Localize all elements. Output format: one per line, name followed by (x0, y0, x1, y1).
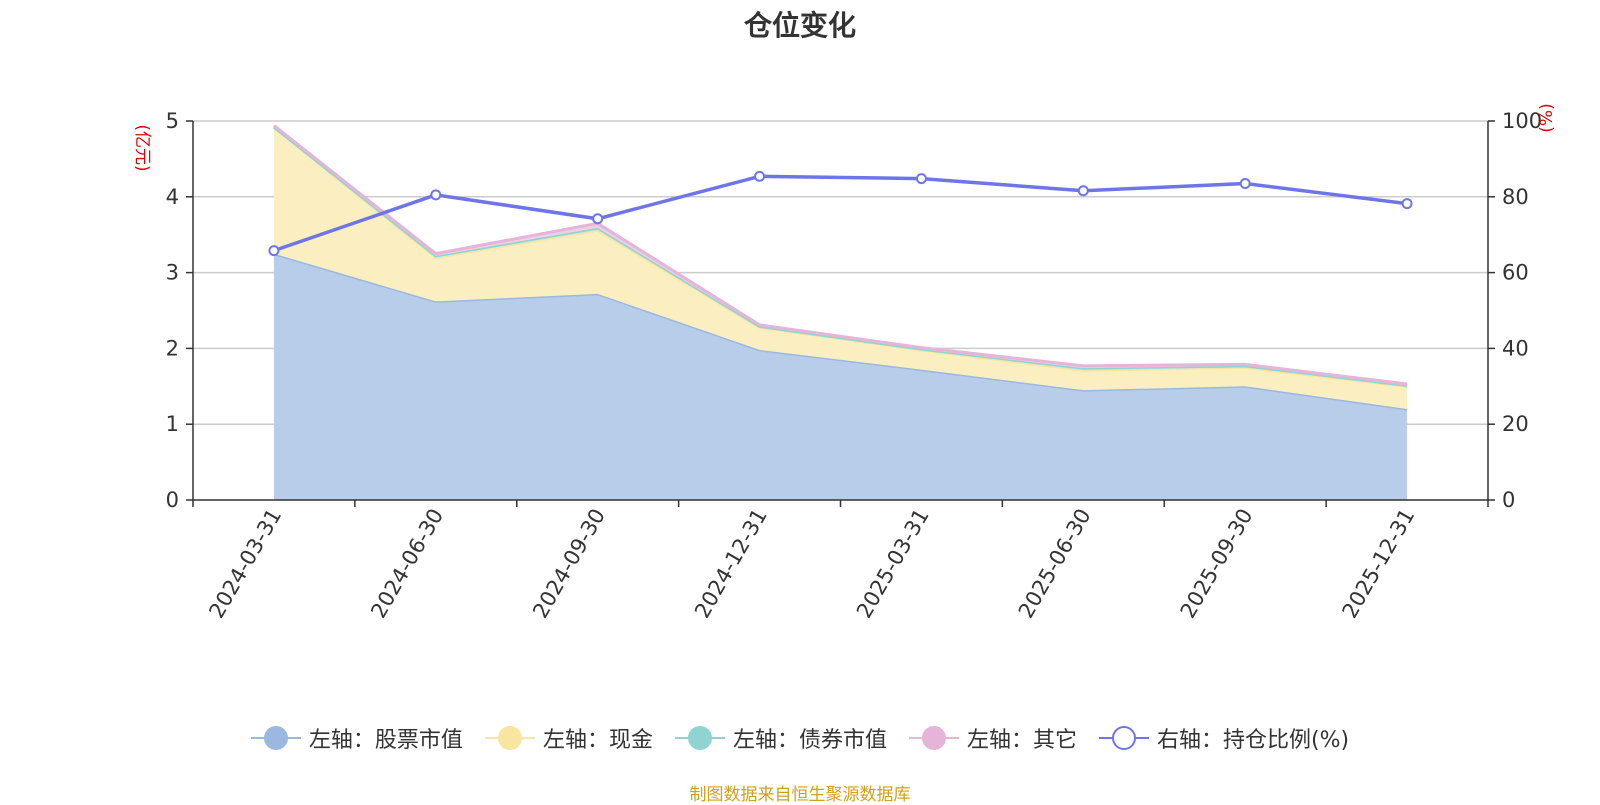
legend-swatch-icon (674, 726, 725, 750)
holding-ratio-point[interactable] (1401, 198, 1413, 210)
holding-ratio-point[interactable] (268, 245, 280, 257)
x-tick-label: 2024-09-30 (528, 505, 610, 623)
legend-item-2[interactable]: 左轴：现金 (484, 722, 653, 754)
right-tick-label: 40 (1502, 336, 1529, 360)
legend-item-4[interactable]: 左轴：其它 (908, 722, 1077, 754)
x-tick-label: 2025-06-30 (1014, 505, 1096, 623)
right-tick-label: 60 (1502, 261, 1529, 285)
legend-label: 左轴：债券市值 (732, 728, 887, 753)
legend-label: 右轴：持仓比例(%) (1156, 728, 1350, 753)
left-tick-label: 1 (166, 412, 179, 436)
x-tick-label: 2025-03-31 (852, 505, 934, 623)
source-note: 制图数据来自恒生聚源数据库 (689, 785, 911, 805)
legend-swatch-icon (250, 726, 301, 750)
area-fill-series-1 (273, 253, 1408, 500)
left-axis-unit: (亿元) (132, 124, 152, 171)
holding-ratio-point[interactable] (915, 173, 927, 185)
x-tick-label: 2024-06-30 (366, 505, 448, 623)
x-tick-label: 2025-09-30 (1176, 505, 1258, 623)
left-tick-label: 5 (166, 109, 179, 133)
legend-swatch-icon (908, 726, 959, 750)
left-tick-label: 3 (166, 261, 179, 285)
line-series (268, 170, 1413, 257)
legend-item-5[interactable]: 右轴：持仓比例(%) (1098, 722, 1350, 754)
chart-canvas: 0 1 2 3 4 5 0 20 40 60 80 100 2024-03-31 2024-06-30 20… (132, 103, 1557, 623)
right-tick-label: 80 (1502, 185, 1529, 209)
legend-swatch-icon (1098, 726, 1149, 750)
right-tick-label: 100 (1502, 109, 1542, 133)
holding-ratio-point[interactable] (430, 189, 442, 201)
right-tick-label: 0 (1502, 488, 1515, 512)
area-series (272, 124, 1408, 500)
holding-ratio-point[interactable] (592, 213, 604, 225)
legend-swatch-icon (484, 726, 535, 750)
holding-ratio-point[interactable] (754, 170, 766, 182)
x-tick-label: 2024-12-31 (690, 505, 772, 623)
legend-label: 左轴：股票市值 (308, 728, 463, 753)
right-axis-unit: (%) (1537, 103, 1557, 132)
right-tick-label: 20 (1502, 412, 1529, 436)
legend-item-1[interactable]: 左轴：股票市值 (250, 722, 463, 754)
legend-label: 左轴：现金 (542, 728, 653, 753)
x-tick-label: 2025-12-31 (1338, 505, 1420, 623)
left-tick-label: 2 (166, 336, 179, 360)
left-tick-label: 0 (166, 488, 179, 512)
legend-label: 左轴：其它 (966, 728, 1077, 753)
legend: 左轴：股票市值 左轴：现金 左轴：债券市值 左轴：其它 右轴：持仓比例(%) (0, 722, 1600, 754)
axes (186, 120, 1495, 507)
holding-ratio-line (273, 174, 1408, 253)
area-fill-series-2 (273, 127, 1408, 410)
x-tick-label: 2024-03-31 (204, 505, 286, 623)
chart-title: 仓位变化 (743, 9, 856, 42)
holding-ratio-point[interactable] (1077, 185, 1089, 197)
area-line-series-4 (273, 124, 1408, 386)
legend-item-3[interactable]: 左轴：债券市值 (674, 722, 887, 754)
left-tick-label: 4 (166, 185, 179, 209)
holding-ratio-point[interactable] (1239, 178, 1251, 190)
